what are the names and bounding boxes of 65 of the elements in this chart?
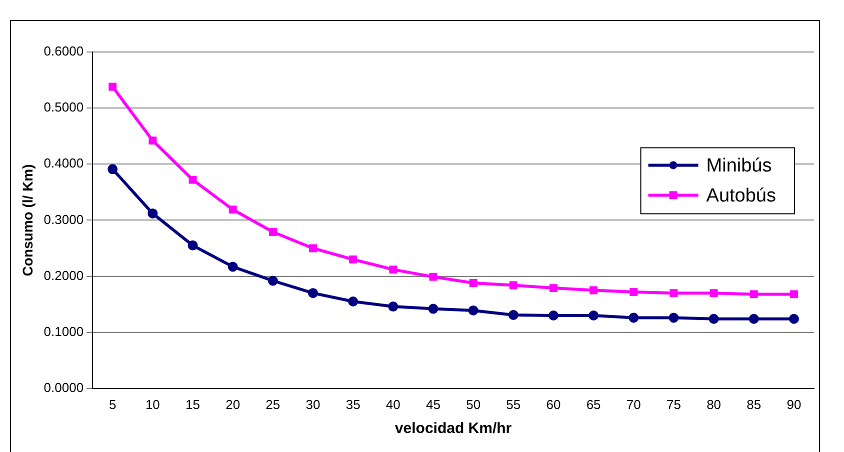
point [670, 289, 678, 298]
point [188, 176, 197, 184]
x-tick-label: 55 [506, 396, 521, 412]
point [349, 255, 358, 264]
point [228, 262, 238, 272]
point [748, 314, 759, 324]
point [628, 312, 639, 323]
x-tick-label: 45 [426, 396, 440, 412]
y-axis-title: Consumo (l/ Km) [19, 164, 36, 276]
point [389, 266, 398, 274]
x-tick-label: 65 [586, 396, 601, 412]
point [708, 314, 719, 324]
y-tick-label: 0.0000 [44, 380, 84, 395]
point [550, 284, 558, 292]
x-tick-label: 75 [666, 396, 681, 412]
x-axis-title: velocidad Km/hr [394, 420, 512, 438]
point [509, 281, 518, 290]
y-tick-label: 0.4000 [44, 156, 84, 171]
y-tick-label: 0.1000 [44, 324, 84, 339]
point [148, 208, 158, 218]
point [108, 164, 118, 174]
point [308, 288, 318, 298]
point [108, 82, 117, 91]
x-tick-label: 80 [706, 396, 722, 412]
x-tick-label: 50 [466, 396, 481, 412]
point [268, 276, 278, 286]
legend-label: Autobús [706, 185, 776, 206]
x-tick-label: 40 [386, 396, 400, 412]
x-tick-label: 90 [786, 396, 802, 412]
y-tick-label: 0.2000 [44, 268, 84, 283]
point [508, 310, 518, 320]
x-tick-label: 35 [346, 396, 360, 412]
x-tick-label: 10 [145, 396, 160, 412]
legend-label: Minibús [706, 155, 772, 176]
x-tick-label: 15 [186, 396, 200, 412]
x-tick-label: 70 [626, 396, 641, 412]
point [548, 310, 558, 321]
x-tick-label: 30 [306, 396, 320, 412]
point [348, 296, 358, 306]
point [228, 206, 237, 214]
point [188, 240, 198, 250]
point [428, 304, 438, 314]
point [469, 279, 478, 287]
y-tick-label: 0.5000 [44, 100, 84, 115]
point [790, 290, 798, 298]
point [388, 302, 398, 312]
point [668, 312, 679, 323]
point [148, 136, 157, 145]
x-tick-label: 85 [746, 396, 762, 412]
point [468, 305, 478, 316]
x-tick-label: 25 [266, 396, 280, 412]
x-tick-label: 5 [108, 396, 116, 412]
point [590, 286, 598, 294]
point [268, 228, 277, 236]
point [630, 288, 638, 296]
point [588, 310, 599, 321]
point [710, 289, 718, 298]
point [309, 244, 317, 252]
y-tick-label: 0.3000 [44, 212, 84, 227]
point [750, 290, 758, 298]
point [788, 314, 799, 324]
point [429, 272, 438, 281]
x-tick-label: 20 [226, 396, 240, 412]
x-tick-label: 60 [546, 396, 561, 412]
y-tick-label: 0.6000 [44, 44, 84, 59]
